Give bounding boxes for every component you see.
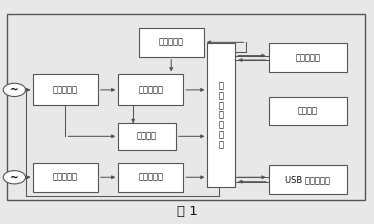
- Bar: [33, 163, 98, 192]
- Text: ~: ~: [10, 85, 19, 95]
- Text: 触发模块: 触发模块: [137, 132, 157, 141]
- Circle shape: [3, 171, 25, 184]
- Text: 中
央
处
理
器
模
块: 中 央 处 理 器 模 块: [219, 82, 224, 149]
- Text: 图 1: 图 1: [177, 205, 197, 218]
- Text: 信号调理器: 信号调理器: [53, 85, 78, 94]
- Text: 信号调理器: 信号调理器: [53, 173, 78, 182]
- Text: 信号采集器: 信号采集器: [138, 173, 163, 182]
- Text: 电源模块: 电源模块: [298, 106, 318, 115]
- Bar: [118, 123, 176, 150]
- Bar: [118, 163, 183, 192]
- Bar: [269, 165, 347, 194]
- Bar: [7, 14, 365, 200]
- Text: ~: ~: [10, 172, 19, 182]
- Bar: [139, 28, 204, 57]
- Text: USB 通讯控制器: USB 通讯控制器: [285, 175, 330, 184]
- Circle shape: [3, 83, 25, 97]
- Bar: [33, 74, 98, 105]
- Bar: [269, 43, 347, 72]
- Text: 信号采集器: 信号采集器: [138, 85, 163, 94]
- Bar: [208, 43, 235, 187]
- Text: 时钟发生器: 时钟发生器: [159, 38, 184, 47]
- Bar: [269, 97, 347, 125]
- Bar: [118, 74, 183, 105]
- Text: 高速存储器: 高速存储器: [295, 53, 320, 62]
